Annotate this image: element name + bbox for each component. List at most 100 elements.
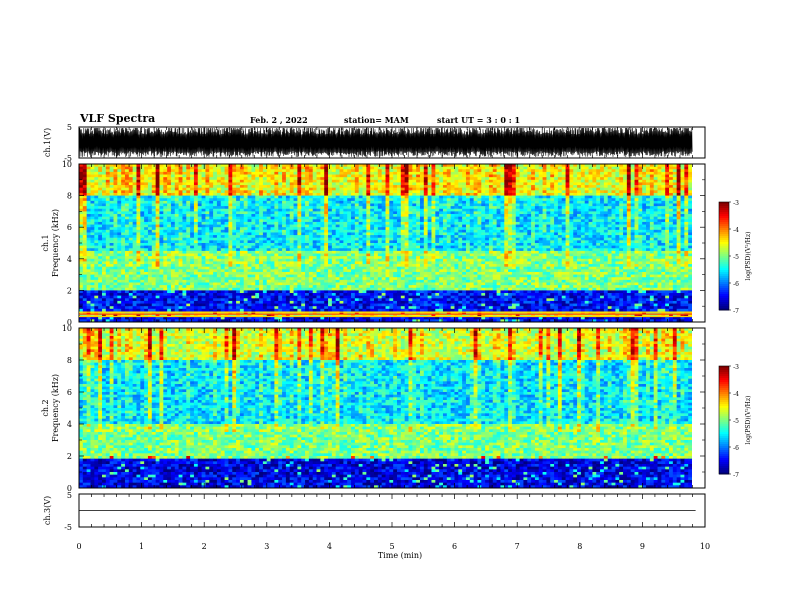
spectrogram-cell xyxy=(427,211,432,215)
spectrogram-cell xyxy=(684,203,689,207)
spectrogram-cell xyxy=(385,174,390,178)
spectrogram-cell xyxy=(427,192,432,196)
spectrogram-cell xyxy=(362,221,367,225)
spectrogram-cell xyxy=(109,185,114,189)
spectrogram-cell xyxy=(132,198,137,202)
spectrogram-cell xyxy=(209,164,214,168)
spectrogram-cell xyxy=(657,211,662,215)
spectrogram-cell xyxy=(170,198,176,202)
spectrogram-cell xyxy=(615,235,620,239)
spectrogram-cell xyxy=(228,190,233,194)
spectrogram-cell xyxy=(546,190,551,194)
spectrogram-cell xyxy=(488,221,494,225)
spectrogram-cell xyxy=(170,243,176,247)
spectrogram-cell xyxy=(603,232,609,236)
spectrogram-cell xyxy=(592,182,597,186)
spectrogram-cell xyxy=(174,208,180,212)
spectrogram-cell xyxy=(588,200,593,204)
spectrogram-cell xyxy=(167,243,172,247)
spectrogram-cell xyxy=(220,235,225,239)
spectrogram-cell xyxy=(362,243,367,247)
spectrogram-cell xyxy=(124,200,130,204)
spectrogram-cell xyxy=(408,174,413,178)
spectrogram-cell xyxy=(603,200,609,204)
spectrogram-cell xyxy=(630,200,635,204)
spectrogram-cell xyxy=(504,200,509,204)
spectrogram-cell xyxy=(132,243,137,247)
spectrogram-cell xyxy=(396,179,402,183)
spectrogram-cell xyxy=(412,169,417,173)
spectrogram-cell xyxy=(412,171,417,175)
spectrogram-cell xyxy=(328,174,333,178)
spectrogram-cell xyxy=(335,206,340,210)
spectrogram-cell xyxy=(684,221,689,225)
spectrogram-cell xyxy=(649,224,655,228)
spectrogram-cell xyxy=(592,164,597,168)
spectrogram-cell xyxy=(193,195,199,199)
spectrogram-cell xyxy=(404,240,409,244)
spectrogram-cell xyxy=(82,229,88,233)
spectrogram-cell xyxy=(596,192,601,196)
spectrogram-cell xyxy=(101,211,107,215)
spectrogram-cell xyxy=(588,198,593,202)
spectrogram-cell xyxy=(442,235,448,239)
spectrogram-cell xyxy=(592,232,597,236)
spectrogram-cell xyxy=(182,208,187,212)
spectrogram-cell xyxy=(186,190,191,194)
spectrogram-cell xyxy=(523,200,528,204)
spectrogram-cell xyxy=(86,206,91,210)
spectrogram-cell xyxy=(232,216,237,220)
spectrogram-cell xyxy=(190,243,195,247)
spectrogram-cell xyxy=(205,169,210,173)
spectrogram-cell xyxy=(396,229,402,233)
spectrogram-cell xyxy=(412,203,417,207)
spectrogram-cell xyxy=(86,214,91,218)
spectrogram-cell xyxy=(205,214,210,218)
spectrogram-cell xyxy=(121,179,126,183)
spectrogram-cell xyxy=(603,164,609,168)
spectrogram-cell xyxy=(615,174,620,178)
spectrogram-cell xyxy=(492,211,497,215)
spectrogram-cell xyxy=(619,187,624,191)
spectrogram-cell xyxy=(615,229,620,233)
spectrogram-cell xyxy=(393,237,398,241)
spectrogram-cell xyxy=(136,169,141,173)
spectrogram-cell xyxy=(611,216,616,220)
spectrogram-cell xyxy=(634,200,639,204)
spectrogram-cell xyxy=(450,203,455,207)
spectrogram-cell xyxy=(577,219,582,223)
spectrogram-cell xyxy=(511,206,517,210)
spectrogram-cell xyxy=(79,169,84,173)
spectrogram-cell xyxy=(626,219,632,223)
spectrogram-cell xyxy=(577,185,582,189)
spectrogram-cell xyxy=(577,235,582,239)
spectrogram-cell xyxy=(485,164,490,168)
spectrogram-cell xyxy=(408,211,413,215)
spectrogram-cell xyxy=(101,198,107,202)
spectrogram-cell xyxy=(232,232,237,236)
spectrogram-cell xyxy=(86,171,91,175)
spectrogram-cell xyxy=(335,179,340,183)
spectrogram-cell xyxy=(351,216,356,220)
spectrogram-cell xyxy=(220,190,225,194)
spectrogram-cell xyxy=(274,240,279,244)
spectrogram-cell xyxy=(370,211,375,215)
spectrogram-cell xyxy=(182,219,187,223)
spectrogram-cell xyxy=(90,182,95,186)
spectrogram-cell xyxy=(213,229,218,233)
spectrogram-cell xyxy=(473,203,478,207)
spectrogram-cell xyxy=(669,198,674,202)
spectrogram-cell xyxy=(580,195,586,199)
spectrogram-cell xyxy=(488,206,494,210)
spectrogram-cell xyxy=(182,224,187,228)
spectrogram-cell xyxy=(358,192,363,196)
spectrogram-cell xyxy=(619,190,624,194)
spectrogram-cell xyxy=(305,240,310,244)
spectrogram-cell xyxy=(316,227,321,231)
spectrogram-cell xyxy=(688,169,693,173)
spectrogram-cell xyxy=(577,203,582,207)
spectrogram-cell xyxy=(665,169,670,173)
spectrogram-cell xyxy=(155,192,160,196)
spectrogram-cell xyxy=(573,229,578,233)
spectrogram-cell xyxy=(151,219,157,223)
